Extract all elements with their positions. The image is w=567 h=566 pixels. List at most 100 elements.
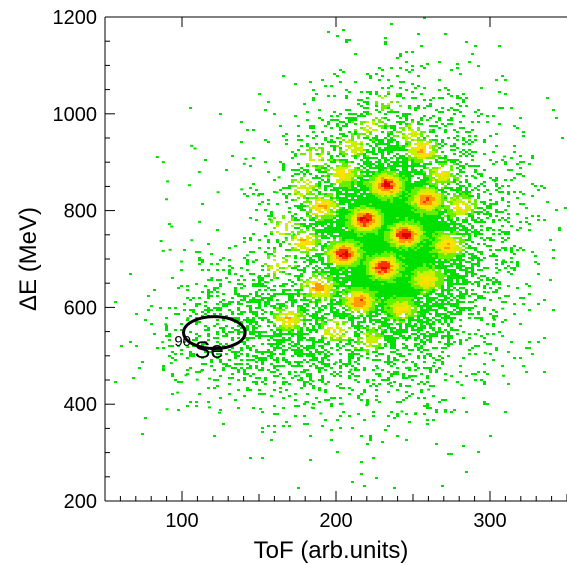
heatmap-cell [261, 361, 264, 363]
heatmap-cell [390, 303, 393, 305]
heatmap-cell [396, 435, 399, 437]
heatmap-cell [303, 247, 306, 249]
heatmap-cell [321, 237, 324, 239]
heatmap-cell [345, 173, 348, 175]
heatmap-cell [372, 221, 375, 223]
heatmap-cell [393, 327, 396, 329]
heatmap-cell [186, 285, 189, 287]
heatmap-cell [417, 245, 420, 247]
heatmap-cell [312, 363, 315, 365]
heatmap-cell [261, 351, 264, 353]
heatmap-cell [351, 365, 354, 367]
heatmap-cell [315, 135, 318, 137]
heatmap-cell [414, 219, 417, 221]
heatmap-cell [417, 321, 420, 323]
heatmap-cell [420, 155, 423, 157]
heatmap-cell [399, 199, 402, 201]
heatmap-cell [354, 305, 357, 307]
heatmap-cell [345, 225, 348, 227]
heatmap-cell [333, 279, 336, 281]
heatmap-cell [354, 245, 357, 247]
heatmap-cell [384, 295, 387, 297]
heatmap-cell [393, 277, 396, 279]
heatmap-cell [390, 263, 393, 265]
heatmap-cell [324, 231, 327, 233]
heatmap-cell [336, 225, 339, 227]
heatmap-cell [324, 419, 327, 421]
heatmap-cell [357, 261, 360, 263]
heatmap-cell [339, 303, 342, 305]
heatmap-cell [399, 195, 402, 197]
heatmap-cell [423, 175, 426, 177]
heatmap-cell [213, 435, 216, 437]
heatmap-cell [420, 245, 423, 247]
heatmap-cell [357, 251, 360, 253]
heatmap-cell [381, 199, 384, 201]
heatmap-cell [318, 401, 321, 403]
heatmap-cell [327, 341, 330, 343]
heatmap-cell [333, 315, 336, 317]
heatmap-cell [411, 243, 414, 245]
heatmap-cell [348, 343, 351, 345]
heatmap-cell [420, 151, 423, 153]
heatmap-cell [372, 379, 375, 381]
heatmap-cell [348, 173, 351, 175]
heatmap-cell [264, 289, 267, 291]
heatmap-cell [384, 267, 387, 269]
heatmap-cell [249, 337, 252, 339]
heatmap-cell [372, 197, 375, 199]
heatmap-cell [348, 225, 351, 227]
heatmap-cell [384, 213, 387, 215]
heatmap-cell [315, 269, 318, 271]
heatmap-cell [399, 245, 402, 247]
heatmap-cell [399, 331, 402, 333]
heatmap-cell [363, 389, 366, 391]
heatmap-cell [420, 301, 423, 303]
heatmap-cell [306, 279, 309, 281]
heatmap-cell [294, 267, 297, 269]
heatmap-cell [384, 337, 387, 339]
heatmap-cell [363, 157, 366, 159]
heatmap-cell [372, 295, 375, 297]
heatmap-cell [279, 305, 282, 307]
heatmap-cell [384, 189, 387, 191]
heatmap-cell [372, 151, 375, 153]
heatmap-cell [327, 257, 330, 259]
heatmap-cell [327, 141, 330, 143]
heatmap-cell [318, 301, 321, 303]
heatmap-cell [333, 331, 336, 333]
heatmap-cell [384, 195, 387, 197]
heatmap-cell [375, 277, 378, 279]
heatmap-cell [354, 131, 357, 133]
heatmap-cell [360, 201, 363, 203]
heatmap-cell [339, 295, 342, 297]
heatmap-cell [333, 147, 336, 149]
heatmap-cell [399, 287, 402, 289]
heatmap-cell [237, 333, 240, 335]
heatmap-cell [369, 281, 372, 283]
heatmap-cell [327, 343, 330, 345]
heatmap-cell [351, 427, 354, 429]
heatmap-cell [273, 413, 276, 415]
heatmap-cell [267, 203, 270, 205]
heatmap-cell [309, 291, 312, 293]
heatmap-cell [378, 261, 381, 263]
heatmap-cell [240, 283, 243, 285]
heatmap-cell [378, 223, 381, 225]
heatmap-cell [327, 255, 330, 257]
heatmap-cell [360, 147, 363, 149]
heatmap-cell [306, 241, 309, 243]
heatmap-cell [357, 397, 360, 399]
heatmap-cell [327, 365, 330, 367]
heatmap-cell [294, 235, 297, 237]
heatmap-cell [309, 365, 312, 367]
heatmap-cell [291, 341, 294, 343]
heatmap-cell [360, 257, 363, 259]
heatmap-cell [351, 155, 354, 157]
heatmap-cell [357, 181, 360, 183]
heatmap-cell [348, 243, 351, 245]
heatmap-cell [291, 349, 294, 351]
heatmap-cell [306, 299, 309, 301]
heatmap-cell [369, 269, 372, 271]
heatmap-cell [384, 301, 387, 303]
